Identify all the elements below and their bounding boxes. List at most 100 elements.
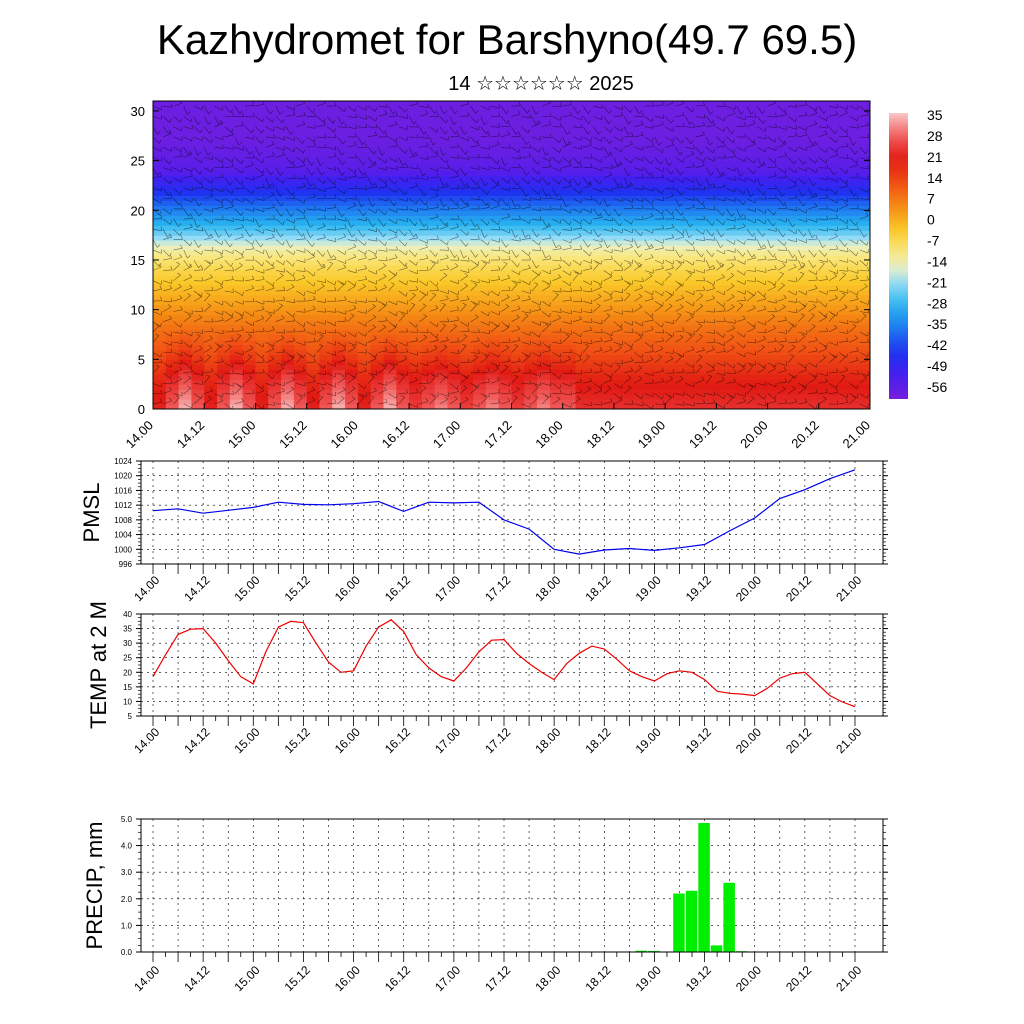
heatmap-cell	[485, 160, 500, 167]
wind-barb	[398, 280, 407, 286]
heatmap-cell	[178, 384, 193, 390]
heatmap-cell	[754, 399, 769, 405]
heatmap-cell	[818, 185, 833, 192]
heatmap-cell	[537, 274, 551, 281]
wind-barb	[153, 229, 162, 231]
heatmap-cell	[652, 215, 666, 221]
heatmap-cell	[204, 185, 218, 192]
heatmap-cell	[473, 210, 487, 216]
heatmap-cell	[831, 105, 845, 112]
heatmap-cell	[601, 334, 615, 341]
wind-barb	[179, 101, 183, 104]
heatmap-cell	[319, 379, 333, 385]
heatmap-cell	[780, 225, 794, 231]
heatmap-cell	[780, 150, 794, 157]
heatmap-cell	[588, 259, 602, 266]
heatmap-cell	[242, 269, 257, 276]
heatmap-cell	[204, 170, 218, 177]
heatmap-cell	[729, 130, 743, 137]
heatmap-cell	[575, 255, 589, 261]
heatmap-cell	[716, 175, 730, 182]
heatmap-cell	[460, 220, 474, 226]
wind-barb	[384, 241, 387, 246]
wind-barb	[357, 397, 365, 405]
heatmap-cell	[511, 324, 525, 331]
wind-barb	[157, 131, 161, 135]
wind-barb	[183, 403, 192, 409]
wind-barb	[370, 395, 375, 398]
heatmap-cell	[421, 105, 436, 112]
heatmap-cell	[805, 185, 820, 192]
heatmap-cell	[716, 319, 730, 326]
heatmap-cell	[831, 170, 845, 177]
heatmap-cell	[498, 225, 513, 231]
heatmap-cell	[447, 130, 461, 137]
wind-barb	[268, 313, 272, 316]
heatmap-cell	[818, 125, 833, 132]
heatmap-cell	[473, 334, 487, 341]
heatmap-cell	[396, 269, 410, 276]
wind-barb	[224, 403, 233, 409]
heatmap-cell	[421, 245, 436, 251]
wind-barb	[314, 124, 316, 129]
heatmap-cell	[268, 354, 282, 360]
heatmap-cell	[242, 125, 257, 132]
heatmap-cell	[754, 264, 769, 271]
heatmap-cell	[741, 404, 756, 409]
heatmap-cell	[498, 155, 513, 162]
heatmap-cell	[293, 185, 308, 192]
heatmap-cell	[626, 215, 641, 221]
heatmap-cell	[549, 210, 564, 216]
heatmap-cell	[242, 135, 257, 142]
heatmap-cell	[357, 374, 372, 380]
heatmap-cell	[588, 294, 602, 301]
heatmap-cell	[345, 125, 359, 132]
heatmap-cell	[165, 150, 180, 157]
wind-barb	[316, 208, 326, 212]
heatmap-cell	[281, 101, 295, 107]
heatmap-cell	[857, 394, 870, 400]
wind-barb	[222, 280, 224, 285]
wind-barb	[323, 234, 326, 238]
heatmap-cell	[729, 175, 743, 182]
heatmap-cell	[857, 101, 870, 107]
heatmap-cell	[370, 130, 385, 137]
heatmap-cell	[575, 364, 589, 370]
heatmap-cell	[409, 205, 423, 211]
heatmap-cell	[767, 175, 781, 182]
heatmap-cell	[383, 399, 397, 405]
heatmap-cell	[178, 269, 193, 276]
heatmap-cell	[319, 374, 333, 380]
wind-barb	[293, 313, 295, 317]
heatmap-cell	[524, 309, 538, 316]
wind-barb	[337, 188, 345, 195]
heatmap-cell	[204, 255, 218, 261]
heatmap-cell	[357, 230, 372, 236]
wind-barb	[183, 249, 188, 259]
heatmap-cell	[588, 101, 602, 107]
heatmap-cell	[165, 404, 180, 409]
wind-barb	[316, 167, 323, 176]
wind-barb	[303, 209, 306, 214]
wind-barb	[179, 201, 182, 206]
heatmap-cell	[434, 319, 449, 326]
heatmap-cell	[805, 210, 820, 216]
heatmap-cell	[844, 130, 858, 137]
heatmap-cell	[229, 284, 244, 291]
heatmap-cell	[204, 115, 218, 122]
heatmap-cell	[153, 180, 167, 187]
heatmap-cell	[293, 384, 308, 390]
wind-barb	[281, 151, 285, 155]
wind-barb	[296, 330, 306, 333]
heatmap-cell	[293, 259, 308, 266]
heatmap-cell	[601, 269, 615, 276]
heatmap-cell	[741, 384, 756, 390]
heatmap-cell	[204, 140, 218, 147]
heatmap-cell	[562, 140, 577, 147]
wind-barb	[255, 300, 265, 305]
heatmap-cell	[857, 404, 870, 409]
heatmap-cell	[613, 269, 628, 276]
wind-barb	[293, 194, 296, 199]
heatmap-cell	[665, 145, 679, 152]
heatmap-cell	[716, 294, 730, 301]
